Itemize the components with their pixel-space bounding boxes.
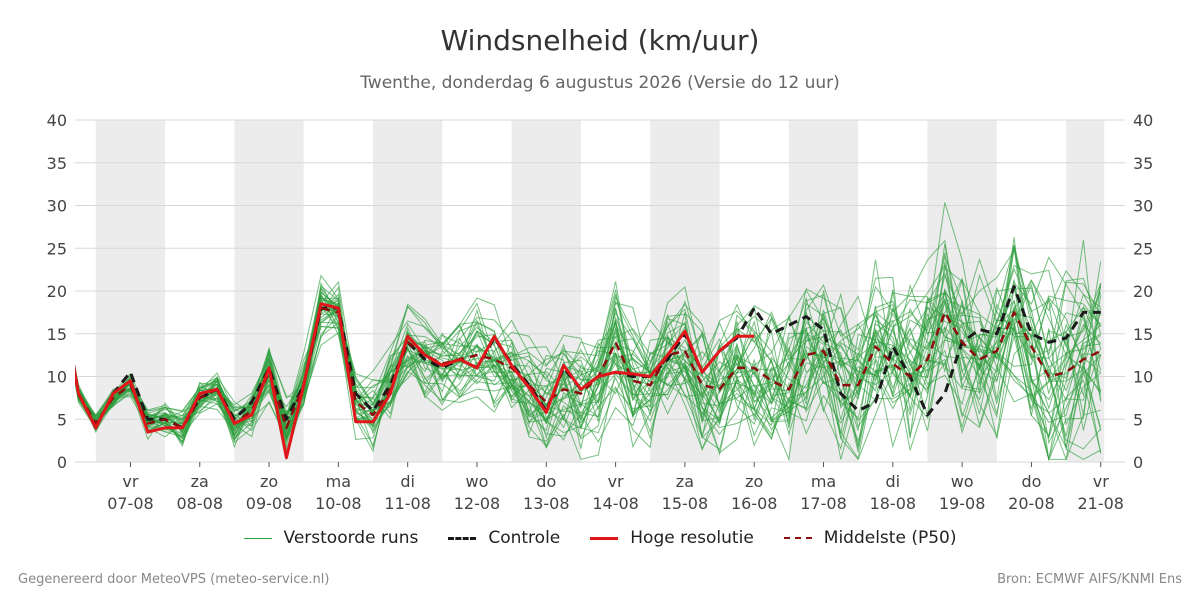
y-tick-label-left: 5 xyxy=(57,410,67,429)
ensemble-member-line xyxy=(75,237,1102,441)
main-series xyxy=(75,285,1102,460)
x-tick-date: 17-08 xyxy=(800,494,847,513)
x-tick-date: 10-08 xyxy=(315,494,362,513)
x-tick-day: za xyxy=(676,472,694,491)
x-tick-date: 07-08 xyxy=(107,494,154,513)
x-tick-date: 21-08 xyxy=(1077,494,1124,513)
chart-title: Windsnelheid (km/uur) xyxy=(440,24,760,57)
x-tick-day: do xyxy=(536,472,556,491)
legend-item-high-res: Hoge resolutie xyxy=(590,528,754,548)
x-tick-date: 16-08 xyxy=(731,494,778,513)
axis-labels: 0 0 5 5 10 10 15 15 20 20 25 25 30 30 35 35 40 40 vr 07-08 z… xyxy=(47,111,1154,513)
x-tick-date: 11-08 xyxy=(384,494,431,513)
x-tick-day: vr xyxy=(608,472,624,491)
y-tick-label-left: 40 xyxy=(47,111,67,130)
y-tick-label-left: 25 xyxy=(47,239,67,258)
ensemble-member-line xyxy=(75,261,1102,450)
y-tick-label-left: 10 xyxy=(47,368,67,387)
x-tick-day: zo xyxy=(745,472,763,491)
x-tick-day: di xyxy=(886,472,901,491)
x-tick-day: vr xyxy=(1093,472,1109,491)
y-tick-label-left: 0 xyxy=(57,453,67,472)
legend: Verstoorde runs Controle Hoge resolutie … xyxy=(0,528,1200,548)
legend-label-high-res: Hoge resolutie xyxy=(630,528,754,548)
x-tick-date: 13-08 xyxy=(523,494,570,513)
ensemble-member-line xyxy=(75,283,1102,449)
legend-swatch-members xyxy=(243,537,272,539)
y-tick-label-left: 35 xyxy=(47,154,67,173)
legend-swatch-control xyxy=(448,536,477,540)
high-res-line xyxy=(75,302,755,460)
y-tick-label-right: 30 xyxy=(1133,197,1153,216)
legend-label-control: Controle xyxy=(488,528,561,548)
x-tick-date: 08-08 xyxy=(177,494,224,513)
y-tick-label-right: 10 xyxy=(1133,368,1153,387)
footer-credit: Gegenereerd door MeteoVPS (meteo-service… xyxy=(18,572,330,587)
legend-label-median: Middelste (P50) xyxy=(823,528,957,548)
x-tick-day: za xyxy=(191,472,209,491)
legend-item-control: Controle xyxy=(448,528,560,548)
x-tick-date: 12-08 xyxy=(454,494,501,513)
ensemble-member-line xyxy=(75,257,1102,439)
legend-item-median: Middelste (P50) xyxy=(783,528,957,548)
legend-label-members: Verstoorde runs xyxy=(283,528,419,548)
x-tick-day: ma xyxy=(811,472,836,491)
legend-item-members: Verstoorde runs xyxy=(243,528,419,548)
chart-subtitle: Twenthe, donderdag 6 augustus 2026 (Vers… xyxy=(360,73,840,93)
y-tick-label-left: 30 xyxy=(47,197,67,216)
x-tick-date: 19-08 xyxy=(939,494,986,513)
y-tick-label-right: 5 xyxy=(1133,410,1143,429)
y-tick-label-right: 0 xyxy=(1133,453,1143,472)
x-tick-date: 15-08 xyxy=(662,494,709,513)
x-tick-day: ma xyxy=(326,472,351,491)
y-tick-label-left: 15 xyxy=(47,325,67,344)
y-tick-label-right: 40 xyxy=(1133,111,1153,130)
y-tick-label-right: 25 xyxy=(1133,239,1153,258)
x-tick-day: zo xyxy=(260,472,278,491)
x-tick-date: 18-08 xyxy=(870,494,917,513)
legend-swatch-median xyxy=(783,537,812,539)
ensemble-member-line xyxy=(75,256,1102,440)
ensemble-member-line xyxy=(75,249,1102,460)
ensemble-member-line xyxy=(75,300,1101,428)
x-tick-day: vr xyxy=(122,472,138,491)
footer-source: Bron: ECMWF AIFS/KNMI Ens xyxy=(997,572,1182,587)
x-tick-day: wo xyxy=(466,472,489,491)
y-tick-label-right: 35 xyxy=(1133,154,1153,173)
x-tick-date: 20-08 xyxy=(1008,494,1055,513)
y-tick-label-left: 20 xyxy=(47,282,67,301)
y-tick-label-right: 15 xyxy=(1133,325,1153,344)
x-tick-date: 09-08 xyxy=(246,494,293,513)
x-tick-date: 14-08 xyxy=(592,494,639,513)
x-tick-day: do xyxy=(1021,472,1041,491)
legend-swatch-high-res xyxy=(590,536,619,540)
x-tick-day: di xyxy=(400,472,415,491)
y-tick-label-right: 20 xyxy=(1133,282,1153,301)
x-tick-day: wo xyxy=(951,472,974,491)
